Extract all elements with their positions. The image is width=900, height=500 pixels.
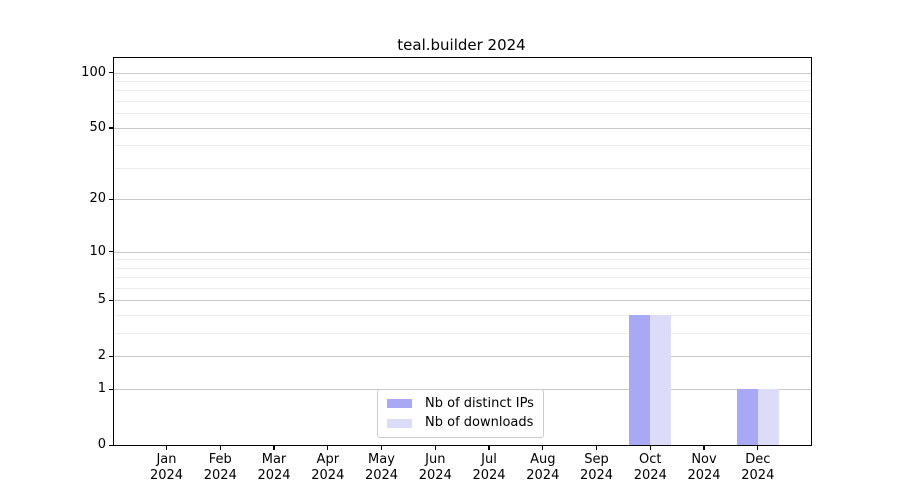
- x-tick-month: Jun: [425, 452, 446, 467]
- x-tick-year: 2024: [741, 468, 775, 483]
- x-tick-mark: [488, 445, 490, 450]
- legend-label-distinct-ips: Nb of distinct IPs: [425, 395, 534, 411]
- x-tick-year: 2024: [687, 468, 721, 483]
- y-tick-label: 100: [81, 64, 106, 80]
- x-tick-label: Nov 2024: [676, 452, 732, 484]
- x-tick-mark: [165, 445, 168, 450]
- y-tick-label: 5: [97, 292, 106, 308]
- y-tick-label: 2: [97, 348, 106, 364]
- x-tick-year: 2024: [526, 468, 560, 483]
- x-tick-month: Mar: [261, 452, 287, 467]
- x-tick-year: 2024: [203, 468, 237, 483]
- x-tick-label: May 2024: [354, 452, 410, 484]
- minor-gridline: [114, 315, 811, 317]
- x-tick-label: Dec 2024: [730, 452, 786, 484]
- minor-gridline: [114, 101, 811, 102]
- bar-nb-of-downloads: [650, 315, 672, 445]
- y-tick-label: 10: [89, 243, 106, 259]
- minor-gridline: [114, 90, 811, 92]
- x-tick-mark: [434, 445, 436, 450]
- major-gridline: [114, 300, 811, 302]
- y-tick-mark: [109, 72, 114, 74]
- x-tick-label: Oct 2024: [622, 452, 678, 484]
- x-tick-label: Jul 2024: [461, 452, 517, 484]
- y-tick-mark: [109, 299, 114, 302]
- minor-gridline: [114, 277, 811, 279]
- legend-swatch-downloads: [387, 418, 412, 428]
- minor-gridline: [114, 167, 811, 169]
- x-tick-month: May: [368, 452, 395, 467]
- x-tick-month: Feb: [208, 452, 232, 467]
- x-tick-mark: [273, 445, 275, 450]
- y-tick-mark: [109, 355, 114, 358]
- y-tick-mark: [109, 127, 114, 129]
- x-tick-month: Jul: [481, 452, 497, 467]
- x-tick-label: Mar 2024: [246, 452, 302, 484]
- minor-gridline: [114, 267, 811, 269]
- y-tick-label: 50: [89, 119, 106, 135]
- y-tick-mark: [109, 388, 114, 390]
- x-tick-year: 2024: [364, 468, 399, 483]
- major-gridline: [114, 199, 811, 201]
- plot-area: 0 1 2 5 10 20 50 100 Jan 2024 Feb 2024 Mar 2024 Apr 202…: [81, 57, 812, 483]
- x-tick-mark: [649, 445, 651, 450]
- x-tick-year: 2024: [579, 468, 614, 483]
- x-tick-year: 2024: [311, 468, 345, 483]
- x-tick-month: Aug: [530, 452, 556, 467]
- chart-title: teal.builder 2024: [397, 36, 526, 54]
- x-tick-mark: [595, 445, 598, 450]
- x-tick-label: Apr 2024: [300, 452, 356, 484]
- x-tick-mark: [757, 445, 759, 450]
- x-tick-year: 2024: [633, 468, 667, 483]
- x-tick-month: Sep: [584, 452, 609, 467]
- major-gridline: [114, 127, 811, 129]
- x-tick-year: 2024: [472, 468, 506, 483]
- x-tick-label: Jun 2024: [407, 452, 463, 484]
- bar-nb-of-downloads: [757, 389, 779, 445]
- major-gridline: [114, 72, 811, 74]
- x-tick-year: 2024: [149, 468, 184, 483]
- y-tick-mark: [109, 251, 114, 253]
- x-tick-mark: [219, 445, 221, 450]
- legend-row: Nb of distinct IPs: [387, 396, 534, 412]
- x-tick-year: 2024: [257, 468, 291, 483]
- minor-gridline: [114, 333, 811, 335]
- x-tick-mark: [542, 445, 544, 450]
- minor-gridline: [114, 145, 811, 147]
- x-tick-month: Oct: [639, 452, 662, 467]
- x-tick-label: Aug 2024: [515, 452, 571, 484]
- legend: Nb of distinct IPs Nb of downloads: [377, 389, 544, 438]
- x-tick-mark: [703, 445, 705, 450]
- y-tick-label: 0: [97, 437, 106, 452]
- x-tick-label: Sep 2024: [569, 452, 625, 484]
- y-tick-label: 20: [89, 191, 106, 207]
- x-tick-label: Jan 2024: [139, 452, 195, 484]
- x-tick-month: Apr: [316, 452, 340, 467]
- bar-nb-of-distinct-ips: [736, 389, 758, 445]
- minor-gridline: [114, 81, 811, 82]
- x-tick-mark: [380, 445, 383, 450]
- x-tick-month: Dec: [745, 452, 771, 467]
- minor-gridline: [114, 113, 811, 115]
- bar-nb-of-distinct-ips: [629, 315, 651, 445]
- minor-gridline: [114, 288, 811, 289]
- x-tick-month: Nov: [691, 452, 717, 467]
- y-tick-mark: [109, 198, 114, 201]
- legend-row: Nb of downloads: [387, 415, 534, 431]
- y-tick-mark: [109, 444, 114, 446]
- minor-gridline: [114, 259, 811, 261]
- x-tick-year: 2024: [418, 468, 452, 483]
- x-tick-mark: [327, 445, 329, 450]
- y-tick-label: 1: [97, 381, 106, 397]
- major-gridline: [114, 356, 811, 358]
- x-tick-label: Feb 2024: [192, 452, 248, 484]
- x-tick-month: Jan: [156, 452, 177, 467]
- major-gridline: [114, 251, 811, 253]
- legend-swatch-distinct-ips: [387, 399, 412, 409]
- legend-label-downloads: Nb of downloads: [425, 415, 534, 431]
